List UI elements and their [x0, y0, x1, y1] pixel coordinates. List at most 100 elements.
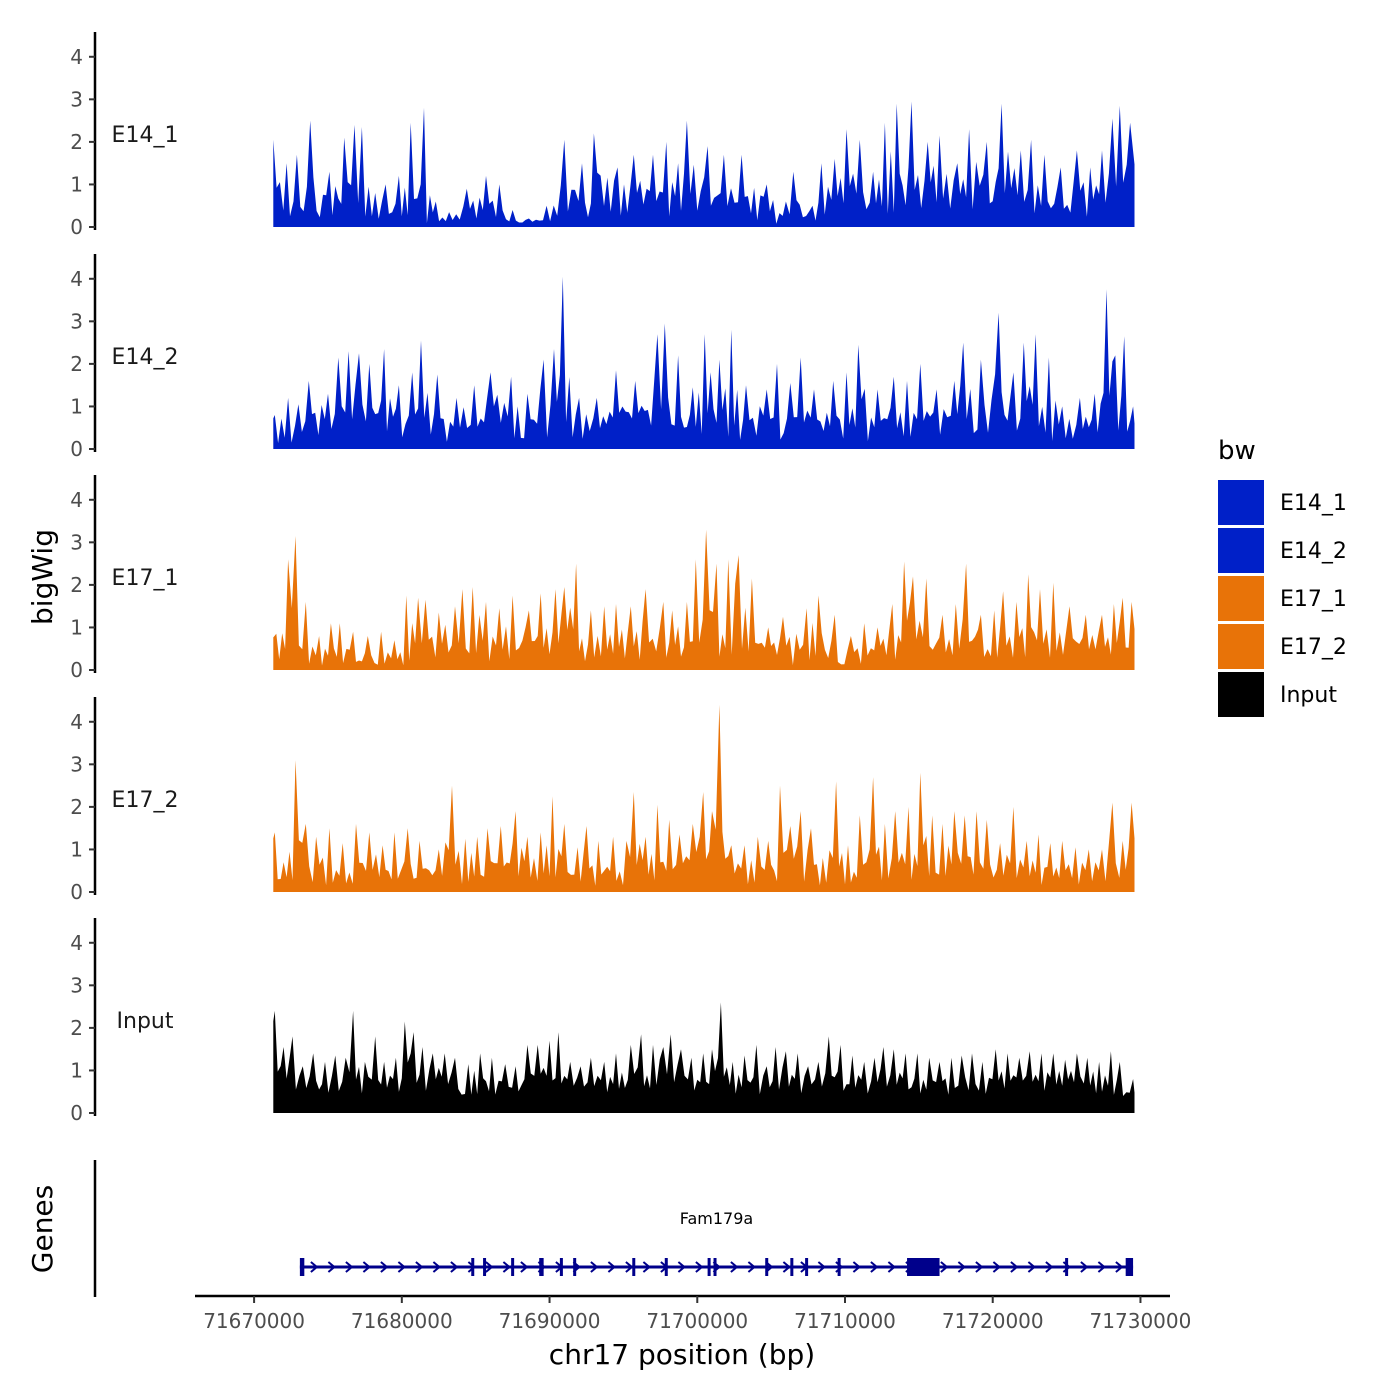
- x-axis: 71670000 71680000 71690000 71700000 71710000…: [195, 1294, 1192, 1333]
- strand-arrow: [520, 1261, 529, 1273]
- y-tick-label: 1: [70, 1058, 83, 1082]
- track-E14_2: 0 1 2 3 4 E14_2: [70, 254, 1135, 461]
- strand-arrow: [957, 1261, 966, 1273]
- strand-arrow: [1080, 1261, 1089, 1273]
- legend-label-E14_1: E14_1: [1280, 491, 1347, 516]
- strand-arrow: [607, 1261, 616, 1273]
- y-tick-label: 0: [70, 215, 83, 239]
- strand-arrow: [782, 1261, 791, 1273]
- gene-exon: [559, 1258, 563, 1276]
- strand-arrow: [380, 1261, 389, 1273]
- gene-track: Fam179a: [93, 1160, 1134, 1297]
- y-tick-label: 3: [70, 752, 83, 776]
- track-label-Input: Input: [117, 1009, 174, 1034]
- y-tick-label: 0: [70, 1101, 83, 1125]
- signal-area-E14_2: [273, 276, 1135, 449]
- gene-exon: [299, 1258, 305, 1276]
- x-tick-label: 71720000: [942, 1309, 1044, 1333]
- gene-exon: [483, 1258, 487, 1276]
- signal-tracks: 0 1 2 3 4 E14_1 0 1 2 3 4 E14_2 0 1 2 3 4 E17_1 0 1 2 3 4 E17_2…: [70, 32, 1135, 1125]
- gene-exon: [765, 1258, 769, 1276]
- y-tick-label: 2: [70, 1016, 83, 1040]
- gene-exon: [907, 1258, 940, 1276]
- track-label-E14_2: E14_2: [112, 345, 179, 370]
- strand-arrow: [677, 1261, 686, 1273]
- gene-exon: [632, 1258, 636, 1276]
- strand-arrow: [450, 1261, 459, 1273]
- strand-arrow: [362, 1261, 371, 1273]
- y-tick-label: 3: [70, 87, 83, 111]
- track-E17_1: 0 1 2 3 4 E17_1: [70, 475, 1135, 682]
- x-tick-label: 71710000: [794, 1309, 896, 1333]
- gene-exon: [539, 1258, 544, 1276]
- strand-arrow: [485, 1261, 494, 1273]
- gene-exon: [471, 1258, 475, 1276]
- legend-title: bw: [1218, 436, 1256, 466]
- y-tick-label: 2: [70, 130, 83, 154]
- gene-exon: [805, 1258, 809, 1276]
- gene-exon: [511, 1258, 515, 1276]
- y-tick-label: 0: [70, 880, 83, 904]
- signal-area-E17_2: [273, 704, 1135, 892]
- y-tick-label: 4: [70, 45, 83, 69]
- strand-arrow: [695, 1261, 704, 1273]
- y-tick-label: 3: [70, 530, 83, 554]
- strand-arrow: [502, 1261, 511, 1273]
- track-E14_1: 0 1 2 3 4 E14_1: [70, 32, 1135, 239]
- strand-arrow: [1027, 1261, 1036, 1273]
- strand-arrow: [415, 1261, 424, 1273]
- strand-arrow: [870, 1261, 879, 1273]
- strand-arrow: [625, 1261, 634, 1273]
- y-tick-label: 2: [70, 352, 83, 376]
- y-tick-label: 4: [70, 710, 83, 734]
- y-axis-title: bigWig: [26, 529, 59, 625]
- x-tick-label: 71690000: [499, 1309, 601, 1333]
- x-tick-label: 71730000: [1090, 1309, 1192, 1333]
- gene-exon: [790, 1258, 794, 1276]
- legend-label-E14_2: E14_2: [1280, 539, 1347, 564]
- y-tick-label: 3: [70, 309, 83, 333]
- x-tick-label: 71670000: [203, 1309, 305, 1333]
- signal-area-Input: [273, 1002, 1135, 1113]
- legend-key-E14_2: [1218, 528, 1264, 573]
- strand-arrow: [467, 1261, 476, 1273]
- legend-key-Input: [1218, 672, 1264, 717]
- legend-label-E17_1: E17_1: [1280, 587, 1347, 612]
- legend-key-E17_1: [1218, 576, 1264, 621]
- y-tick-label: 1: [70, 837, 83, 861]
- gene-exon: [573, 1258, 577, 1276]
- gene-name-label: Fam179a: [680, 1209, 753, 1228]
- strand-arrow: [1010, 1261, 1019, 1273]
- strand-arrow: [992, 1261, 1001, 1273]
- x-tick-label: 71680000: [351, 1309, 453, 1333]
- strand-arrow: [310, 1261, 319, 1273]
- legend-key-E14_1: [1218, 480, 1264, 525]
- strand-arrow: [747, 1261, 756, 1273]
- y-tick-label: 3: [70, 973, 83, 997]
- y-tick-label: 2: [70, 795, 83, 819]
- y-tick-label: 4: [70, 488, 83, 512]
- strand-arrow: [327, 1261, 336, 1273]
- gene-exon: [707, 1258, 711, 1276]
- strand-arrow: [817, 1261, 826, 1273]
- strand-arrow: [1045, 1261, 1054, 1273]
- strand-arrow: [1097, 1261, 1106, 1273]
- y-tick-label: 1: [70, 394, 83, 418]
- strand-arrow: [345, 1261, 354, 1273]
- y-tick-label: 4: [70, 267, 83, 291]
- track-E17_2: 0 1 2 3 4 E17_2: [70, 697, 1135, 904]
- legend: E14_1 E14_2 E17_1 E17_2 Input: [1218, 480, 1347, 717]
- track-label-E17_2: E17_2: [112, 788, 179, 813]
- strand-arrow: [432, 1261, 441, 1273]
- strand-arrow: [975, 1261, 984, 1273]
- strand-arrow: [887, 1261, 896, 1273]
- track-Input: 0 1 2 3 4 Input: [70, 918, 1135, 1125]
- strand-arrow: [397, 1261, 406, 1273]
- gene-exon: [664, 1258, 668, 1276]
- gene-exon: [1125, 1258, 1134, 1276]
- gene-exon: [713, 1258, 717, 1276]
- y-tick-label: 2: [70, 573, 83, 597]
- y-tick-label: 0: [70, 658, 83, 682]
- strand-arrow: [852, 1261, 861, 1273]
